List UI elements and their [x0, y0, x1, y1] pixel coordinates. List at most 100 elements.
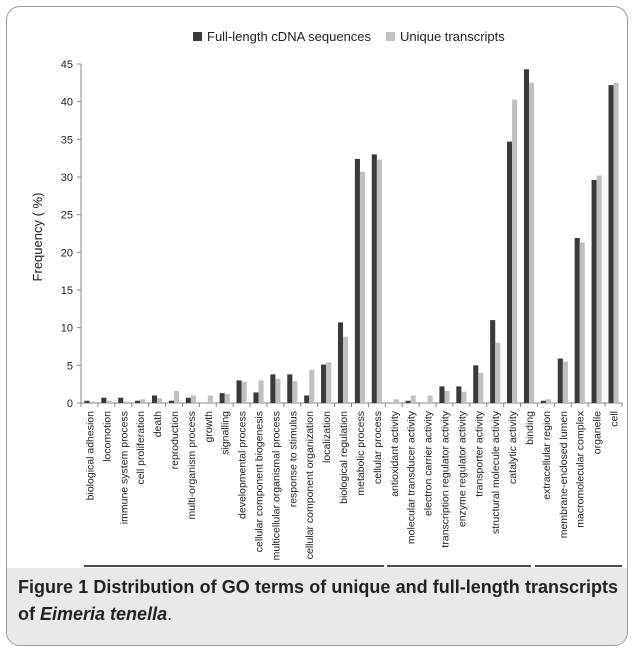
- bar-chart: Full-length cDNA sequences Unique transcr…: [30, 29, 623, 567]
- y-tick-label: 25: [61, 210, 73, 222]
- x-tick-label: multi-organism process: [186, 411, 198, 520]
- bar-unique-transcripts: [596, 175, 602, 403]
- bar-unique-transcripts: [89, 401, 95, 403]
- bar-full-length: [253, 392, 259, 403]
- bar-full-length: [371, 154, 377, 403]
- bar-unique-transcripts: [478, 372, 484, 403]
- x-tick-label: transcription regulator activity: [439, 410, 451, 547]
- bar-unique-transcripts: [495, 342, 501, 403]
- legend-swatch: [193, 32, 202, 41]
- bar-full-length: [574, 238, 580, 403]
- bar-full-length: [591, 180, 597, 403]
- x-tick-label: cellular component biogenesis: [254, 411, 266, 552]
- y-tick-label: 5: [67, 360, 73, 372]
- bar-unique-transcripts: [427, 395, 433, 403]
- y-tick-label: 10: [61, 323, 73, 335]
- legend: Full-length cDNA sequences Unique transcr…: [193, 29, 505, 44]
- bar-unique-transcripts: [529, 82, 535, 403]
- bar-unique-transcripts: [444, 390, 450, 403]
- y-tick-label: 35: [61, 134, 73, 146]
- bar-full-length: [84, 400, 90, 403]
- bars: [84, 69, 619, 404]
- bar-unique-transcripts: [106, 400, 112, 403]
- bar-unique-transcripts: [123, 401, 129, 403]
- x-tick-label: reproduction: [169, 411, 181, 470]
- caption-end: .: [167, 604, 173, 624]
- x-tick-label: signalling: [220, 411, 232, 455]
- bar-full-length: [456, 386, 462, 403]
- bar-full-length: [354, 158, 360, 403]
- x-tick-label: biological adhesion: [84, 411, 96, 500]
- x-tick-label: catalytic activity: [507, 410, 519, 484]
- bar-unique-transcripts: [173, 390, 180, 403]
- bar-unique-transcripts: [359, 171, 366, 403]
- x-tick-label: metabolic process: [355, 411, 367, 496]
- bar-unique-transcripts: [275, 378, 281, 403]
- x-tick-label: organelle: [592, 411, 604, 454]
- bar-unique-transcripts: [393, 399, 399, 403]
- bar-full-length: [321, 364, 327, 403]
- bar-full-length: [168, 400, 174, 403]
- legend-label: Unique transcripts: [400, 29, 505, 44]
- y-tick-label: 20: [61, 247, 73, 259]
- bar-unique-transcripts: [512, 99, 518, 403]
- bar-unique-transcripts: [224, 393, 230, 403]
- x-tick-label: multicellular organismal process: [270, 411, 282, 560]
- bar-full-length: [490, 320, 496, 403]
- bar-unique-transcripts: [140, 399, 146, 403]
- figure-label: Figure 1: [18, 577, 89, 597]
- bar-full-length: [540, 400, 546, 403]
- bar-unique-transcripts: [157, 398, 163, 403]
- bar-unique-transcripts: [343, 336, 349, 403]
- bar-full-length: [523, 69, 530, 404]
- x-tick-label: response to stimulus: [287, 411, 299, 507]
- bar-full-length: [135, 400, 141, 403]
- bar-full-length: [557, 358, 563, 403]
- x-tick-label: extracellular region: [541, 411, 553, 500]
- x-tick-label: membrane-enclosed lumen: [558, 411, 570, 538]
- bar-full-length: [473, 365, 479, 403]
- bar-full-length: [152, 395, 158, 403]
- x-tick-labels: biological adhesion locomotion immune syst…: [84, 410, 620, 560]
- bar-unique-transcripts: [309, 369, 315, 403]
- x-tick-label: cell: [609, 411, 621, 427]
- x-tick-label: immune system process: [118, 411, 130, 524]
- bar-full-length: [118, 397, 124, 403]
- legend-label: Full-length cDNA sequences: [207, 29, 372, 44]
- x-tick-label: transporter activity: [473, 410, 485, 497]
- y-tick-label: 40: [61, 97, 73, 109]
- y-tick-label: 45: [61, 59, 73, 71]
- bar-unique-transcripts: [562, 361, 568, 403]
- bar-unique-transcripts: [241, 381, 247, 403]
- y-tick-label: 0: [67, 398, 73, 410]
- bar-full-length: [219, 393, 225, 403]
- bar-full-length: [287, 374, 293, 403]
- x-tick-label: biological regulation: [338, 411, 350, 504]
- bar-full-length: [439, 386, 445, 403]
- x-tick-label: cell proliferation: [135, 411, 147, 485]
- bar-unique-transcripts: [410, 395, 416, 403]
- x-tick-label: localization: [321, 411, 333, 463]
- legend-swatch: [386, 32, 395, 41]
- bar-unique-transcripts: [545, 399, 551, 403]
- y-tick-label: 30: [61, 172, 73, 184]
- caption-background: [7, 568, 627, 645]
- x-tick-label: antioxidant activity: [389, 410, 401, 497]
- bar-full-length: [185, 397, 191, 403]
- x-tick-label: structural molecule activity: [490, 410, 502, 534]
- x-tick-label: cellular component organization: [304, 411, 316, 559]
- bar-full-length: [405, 400, 411, 403]
- bar-unique-transcripts: [292, 381, 298, 403]
- x-tick-label: electron carrier activity: [423, 410, 435, 516]
- x-tick-label: molecular transducer activity: [406, 410, 418, 544]
- figure-caption: Figure 1 Distribution of GO terms of uni…: [18, 574, 618, 628]
- bar-unique-transcripts: [326, 362, 332, 403]
- bar-unique-transcripts: [190, 395, 196, 403]
- bar-full-length: [270, 374, 276, 403]
- bar-full-length: [101, 397, 107, 403]
- caption-text: Distribution of GO terms of unique and f…: [18, 577, 618, 624]
- bar-full-length: [236, 380, 242, 403]
- y-tick-label: 15: [61, 285, 73, 297]
- bar-unique-transcripts: [613, 82, 619, 403]
- bar-unique-transcripts: [258, 380, 264, 403]
